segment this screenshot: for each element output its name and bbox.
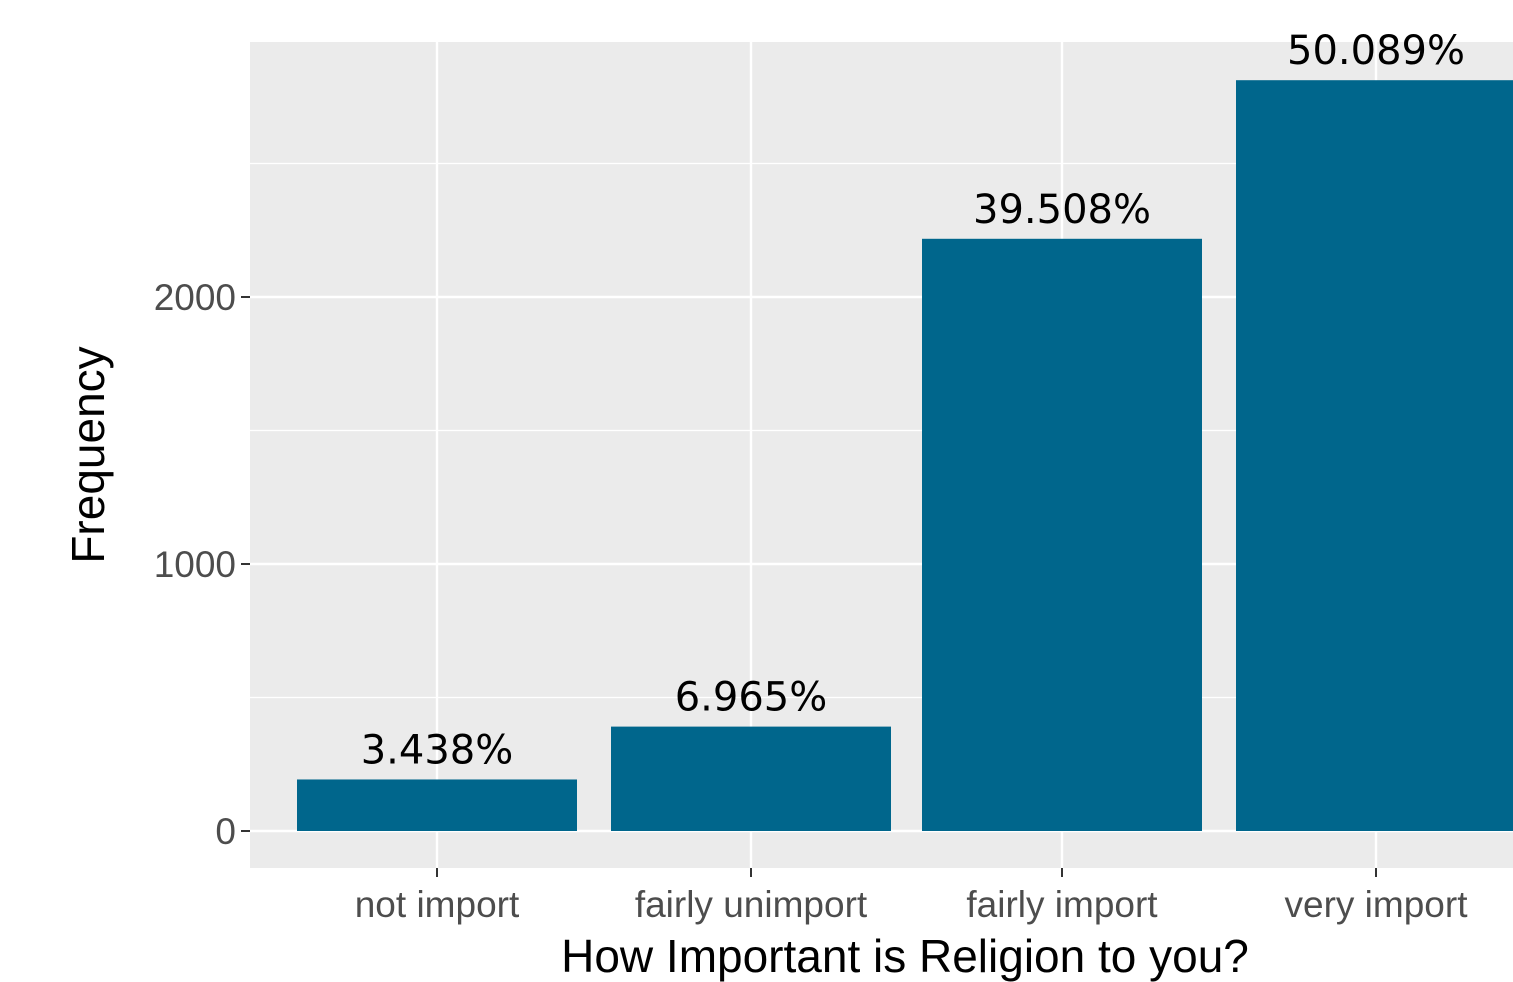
x-tick-label: fairly unimport — [635, 884, 868, 925]
data-label: 6.965% — [675, 675, 828, 721]
x-tick-label: very import — [1285, 884, 1469, 925]
y-tick-label: 0 — [215, 811, 236, 852]
data-label: 3.438% — [361, 727, 514, 773]
y-tick-label: 2000 — [154, 277, 236, 318]
data-label: 39.508% — [973, 187, 1151, 233]
bars — [297, 80, 1513, 832]
y-axis: 0 1000 2000 — [154, 277, 250, 852]
bar — [611, 726, 891, 831]
bar — [297, 779, 577, 831]
x-tick-label: fairly import — [966, 884, 1158, 925]
x-axis: not import fairly unimport fairly import ve… — [355, 868, 1468, 925]
data-labels: 3.438% 6.965% 39.508% 50.089% — [361, 28, 1465, 773]
bar — [922, 238, 1202, 831]
x-tick-label: not import — [355, 884, 520, 925]
x-axis-title: How Important is Religion to you? — [561, 930, 1249, 982]
data-label: 50.089% — [1287, 28, 1465, 74]
bar — [1236, 80, 1513, 832]
y-axis-title: Frequency — [62, 346, 114, 563]
y-tick-label: 1000 — [154, 544, 236, 585]
